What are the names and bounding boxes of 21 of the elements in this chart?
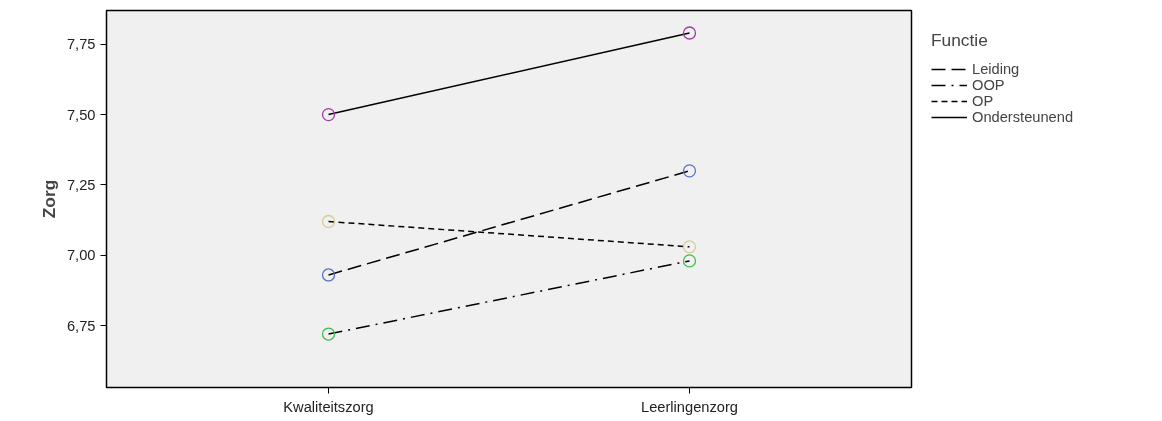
x-tick-label: Kwaliteitszorg: [283, 398, 374, 415]
legend-label: Ondersteunend: [972, 109, 1074, 125]
y-tick-label: 7,50: [66, 106, 96, 123]
point: [321, 268, 336, 282]
y-axis-title: Zorg: [38, 179, 59, 219]
legend-label: OOP: [972, 77, 1005, 93]
point: [682, 254, 697, 268]
point: [682, 240, 697, 254]
point: [321, 327, 336, 341]
y-tick-label: 7,25: [66, 176, 96, 193]
y-tick-label: 7,75: [66, 36, 96, 53]
point: [682, 26, 697, 40]
point: [321, 214, 336, 229]
point: [682, 164, 697, 178]
legend-label: OP: [972, 93, 994, 109]
legend-title: Functie: [931, 30, 989, 51]
y-tick-label: 6,75: [66, 317, 96, 334]
x-tick-label: Leerlingenzorg: [641, 398, 738, 415]
y-tick-label: 7,00: [66, 247, 96, 264]
legend-label: Leiding: [972, 61, 1020, 77]
point: [321, 107, 336, 122]
